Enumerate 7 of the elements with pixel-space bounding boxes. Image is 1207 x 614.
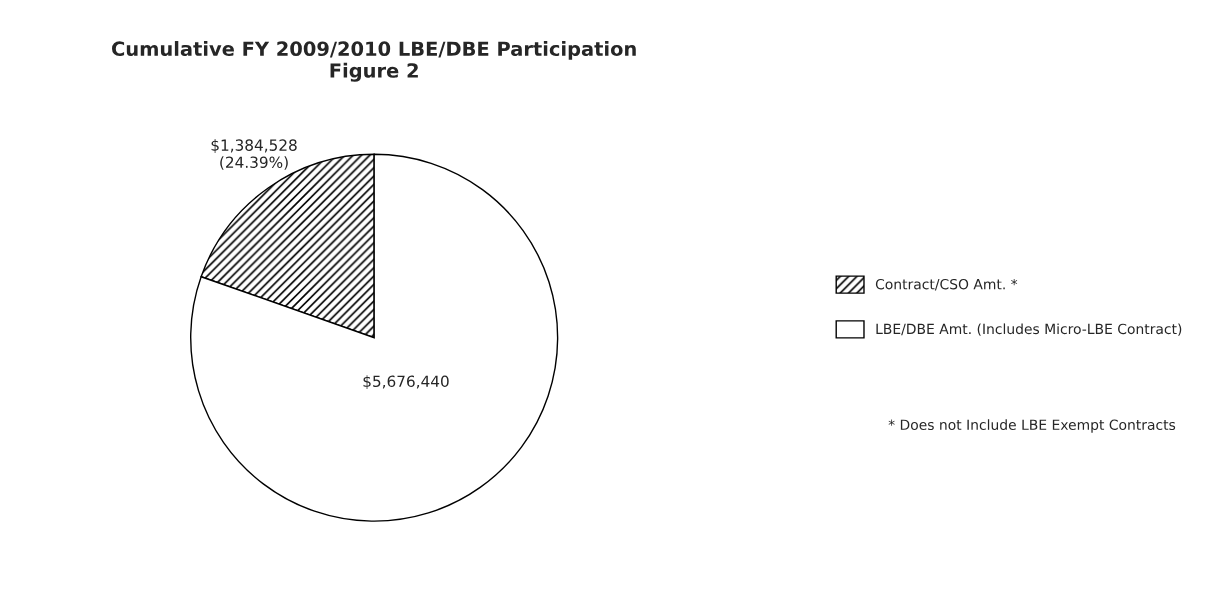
pie-slice — [190, 153, 559, 522]
data-label: $1,384,528 (24.39%) — [211, 139, 297, 170]
legend-label: LBE/DBE Amt. (Includes Micro-LBE Contract) — [876, 323, 1182, 336]
data-label: $5,676,440 — [363, 375, 449, 390]
text: * Does not Include LBE Exempt Contracts — [888, 419, 1176, 433]
chart-title: Cumulative FY 2009/2010 LBE/DBE Participation Figure 2 — [112, 41, 636, 82]
legend-label: Contract/CSO Amt. * — [875, 278, 1018, 291]
